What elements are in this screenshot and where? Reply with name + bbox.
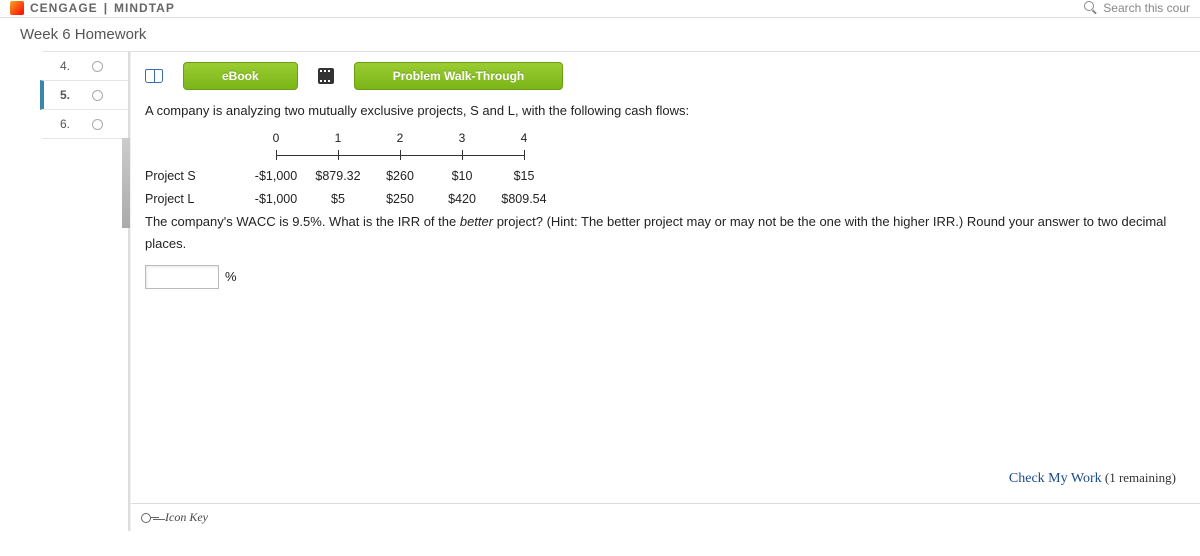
- tail-better: better: [460, 214, 493, 229]
- brand-right-text: MINDTAP: [114, 1, 175, 15]
- check-remaining: (1 remaining): [1102, 470, 1176, 485]
- assignment-title: Week 6 Homework: [0, 18, 1200, 51]
- project-s-label: Project S: [145, 166, 245, 187]
- question-nav-item-5[interactable]: 5.: [40, 80, 128, 110]
- main-wrap: 4. 5. 6. eBook Problem Walk-Through A co…: [0, 51, 1200, 531]
- timeline-label: 4: [493, 128, 555, 148]
- icon-key-link[interactable]: Icon Key: [165, 510, 208, 525]
- cf-cell: $250: [369, 189, 431, 210]
- answer-input[interactable]: [145, 265, 219, 289]
- cf-cell: $10: [431, 166, 493, 187]
- ebook-button[interactable]: eBook: [183, 62, 298, 90]
- question-intro: A company is analyzing two mutually excl…: [145, 100, 1180, 122]
- status-radio-icon: [92, 61, 103, 72]
- timeline-label: 2: [369, 128, 431, 148]
- timeline-line: [245, 148, 555, 162]
- question-nav-item-6[interactable]: 6.: [40, 109, 128, 139]
- cf-cell: $260: [369, 166, 431, 187]
- timeline-label: 0: [245, 128, 307, 148]
- tail-part1: The company's WACC is 9.5%. What is the …: [145, 214, 460, 229]
- search-placeholder-text: Search this cour: [1103, 1, 1190, 15]
- question-tail: The company's WACC is 9.5%. What is the …: [145, 211, 1180, 255]
- brand-divider: |: [104, 1, 108, 15]
- resource-link-row: eBook Problem Walk-Through: [145, 62, 1200, 90]
- brand-icon: [10, 1, 24, 15]
- cf-cell: $15: [493, 166, 555, 187]
- walkthrough-button[interactable]: Problem Walk-Through: [354, 62, 564, 90]
- film-icon: [318, 68, 334, 84]
- question-text: A company is analyzing two mutually excl…: [145, 100, 1200, 289]
- question-nav-item-4[interactable]: 4.: [40, 51, 128, 81]
- check-label: Check My Work: [1009, 471, 1102, 486]
- check-my-work-link[interactable]: Check My Work (1 remaining): [1009, 470, 1176, 487]
- cashflow-row-s: Project S -$1,000 $879.32 $260 $10 $15: [145, 166, 1180, 187]
- project-l-label: Project L: [145, 189, 245, 210]
- question-nav: 4. 5. 6.: [40, 51, 130, 531]
- top-bar: CENGAGE | MINDTAP Search this cour: [0, 0, 1200, 18]
- question-content: eBook Problem Walk-Through A company is …: [130, 51, 1200, 531]
- question-nav-num: 4.: [44, 59, 74, 73]
- answer-unit: %: [225, 266, 237, 288]
- cf-cell: $5: [307, 189, 369, 210]
- cashflow-row-l: Project L -$1,000 $5 $250 $420 $809.54: [145, 189, 1180, 210]
- cf-cell: -$1,000: [245, 166, 307, 187]
- scrollbar[interactable]: [122, 138, 130, 228]
- question-nav-num: 6.: [44, 117, 74, 131]
- cf-cell: $420: [431, 189, 493, 210]
- footer-bar: Icon Key: [131, 503, 1200, 531]
- timeline-labels: 0 1 2 3 4: [245, 128, 1180, 148]
- status-radio-icon: [92, 90, 103, 101]
- timeline-label: 3: [431, 128, 493, 148]
- timeline-label: 1: [307, 128, 369, 148]
- answer-row: %: [145, 265, 1180, 289]
- cf-cell: $809.54: [493, 189, 555, 210]
- status-radio-icon: [92, 119, 103, 130]
- cf-cell: $879.32: [307, 166, 369, 187]
- book-icon: [145, 69, 163, 83]
- brand-left-text: CENGAGE: [30, 1, 98, 15]
- search-area[interactable]: Search this cour: [1084, 1, 1190, 15]
- timeline: 0 1 2 3 4: [145, 128, 1180, 162]
- question-nav-num: 5.: [44, 88, 74, 102]
- key-icon: [141, 513, 159, 523]
- cf-cell: -$1,000: [245, 189, 307, 210]
- search-icon: [1084, 1, 1097, 14]
- brand: CENGAGE | MINDTAP: [10, 1, 175, 15]
